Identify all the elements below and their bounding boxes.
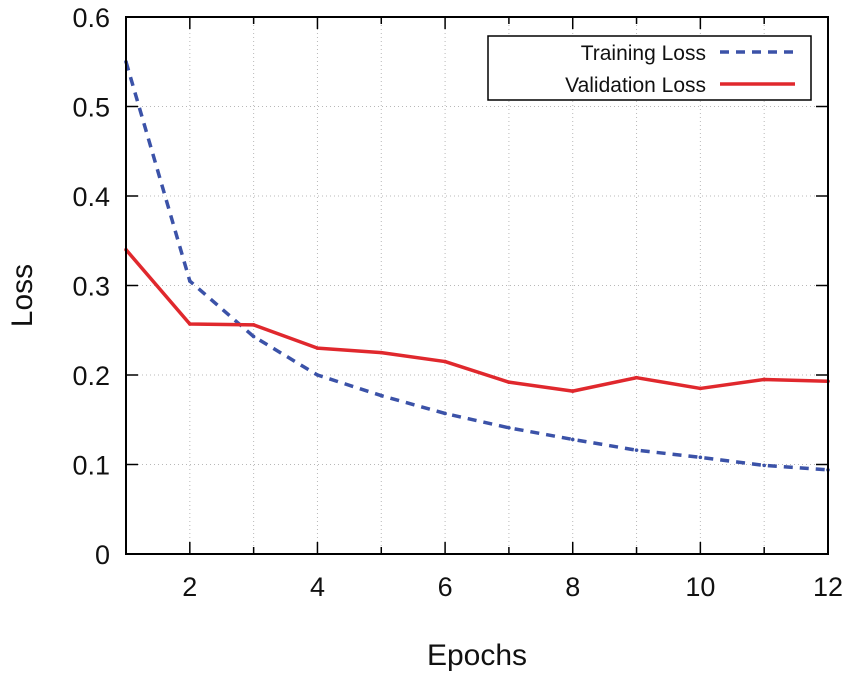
validation-loss-point [443, 359, 447, 364]
y-tick-label: 0 [95, 540, 110, 570]
validation-loss-line [124, 248, 829, 393]
y-tick-labels: 0 0.1 0.2 0.3 0.4 0.5 0.6 [72, 3, 110, 570]
y-tick-label: 0.5 [72, 93, 110, 123]
validation-loss-point [762, 377, 766, 382]
validation-loss-point [251, 323, 256, 327]
x-axis-label: Epochs [427, 639, 527, 672]
legend: Training Loss Validation Loss [487, 35, 812, 101]
x-tick-labels: 2 4 6 8 10 12 [182, 572, 843, 602]
grid [126, 17, 828, 554]
validation-loss-point [570, 389, 575, 393]
training-loss-point [634, 448, 639, 452]
x-tick-label: 10 [685, 572, 715, 602]
x-tick-label: 4 [310, 572, 325, 602]
legend-box [487, 35, 812, 101]
validation-loss-point [634, 375, 639, 380]
validation-loss-point [379, 350, 384, 355]
training-loss-point [315, 373, 320, 377]
training-loss-line [124, 61, 829, 472]
legend-label-training-loss: Training Loss [581, 42, 706, 65]
axis-ticks [125, 16, 829, 555]
y-tick-label: 0.1 [72, 451, 110, 481]
training-loss-point [507, 426, 511, 430]
training-loss-point [570, 437, 575, 442]
validation-loss-point [507, 380, 511, 384]
y-tick-label: 0.6 [72, 3, 110, 33]
y-tick-label: 0.3 [72, 272, 110, 302]
validation-loss-point [698, 386, 703, 391]
x-tick-label: 8 [565, 572, 580, 602]
series-lines [124, 59, 830, 472]
training-loss-point [188, 279, 192, 283]
x-tick-label: 12 [813, 572, 843, 602]
training-loss-point [698, 455, 703, 460]
y-tick-label: 0.2 [72, 361, 110, 391]
y-tick-label: 0.4 [72, 182, 110, 212]
training-loss-point [443, 411, 447, 416]
training-loss-point [251, 334, 256, 339]
x-tick-label: 6 [438, 572, 453, 602]
validation-loss-point [188, 322, 192, 326]
validation-loss-point [315, 346, 320, 350]
legend-label-validation-loss: Validation Loss [565, 74, 706, 97]
training-loss-point [379, 393, 384, 398]
x-tick-label: 2 [182, 572, 197, 602]
y-axis-label: Loss [6, 264, 39, 327]
training-loss-point [762, 463, 766, 468]
